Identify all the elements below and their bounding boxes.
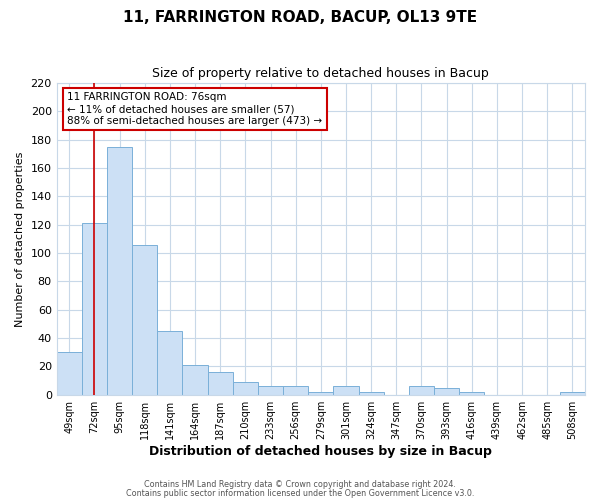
Bar <box>132 244 157 394</box>
Bar <box>233 382 258 394</box>
Bar <box>334 386 359 394</box>
Bar <box>208 372 233 394</box>
Bar <box>434 388 459 394</box>
Bar <box>409 386 434 394</box>
Bar <box>107 147 132 394</box>
Bar <box>82 224 107 394</box>
Bar <box>157 331 182 394</box>
Bar <box>283 386 308 394</box>
Bar <box>459 392 484 394</box>
Text: 11, FARRINGTON ROAD, BACUP, OL13 9TE: 11, FARRINGTON ROAD, BACUP, OL13 9TE <box>123 10 477 25</box>
Bar <box>359 392 384 394</box>
Text: 11 FARRINGTON ROAD: 76sqm
← 11% of detached houses are smaller (57)
88% of semi-: 11 FARRINGTON ROAD: 76sqm ← 11% of detac… <box>67 92 322 126</box>
Text: Contains HM Land Registry data © Crown copyright and database right 2024.: Contains HM Land Registry data © Crown c… <box>144 480 456 489</box>
Y-axis label: Number of detached properties: Number of detached properties <box>15 151 25 326</box>
Bar <box>182 365 208 394</box>
Text: Contains public sector information licensed under the Open Government Licence v3: Contains public sector information licen… <box>126 488 474 498</box>
X-axis label: Distribution of detached houses by size in Bacup: Distribution of detached houses by size … <box>149 444 492 458</box>
Title: Size of property relative to detached houses in Bacup: Size of property relative to detached ho… <box>152 68 489 80</box>
Bar <box>258 386 283 394</box>
Bar <box>56 352 82 395</box>
Bar <box>560 392 585 394</box>
Bar <box>308 392 334 394</box>
